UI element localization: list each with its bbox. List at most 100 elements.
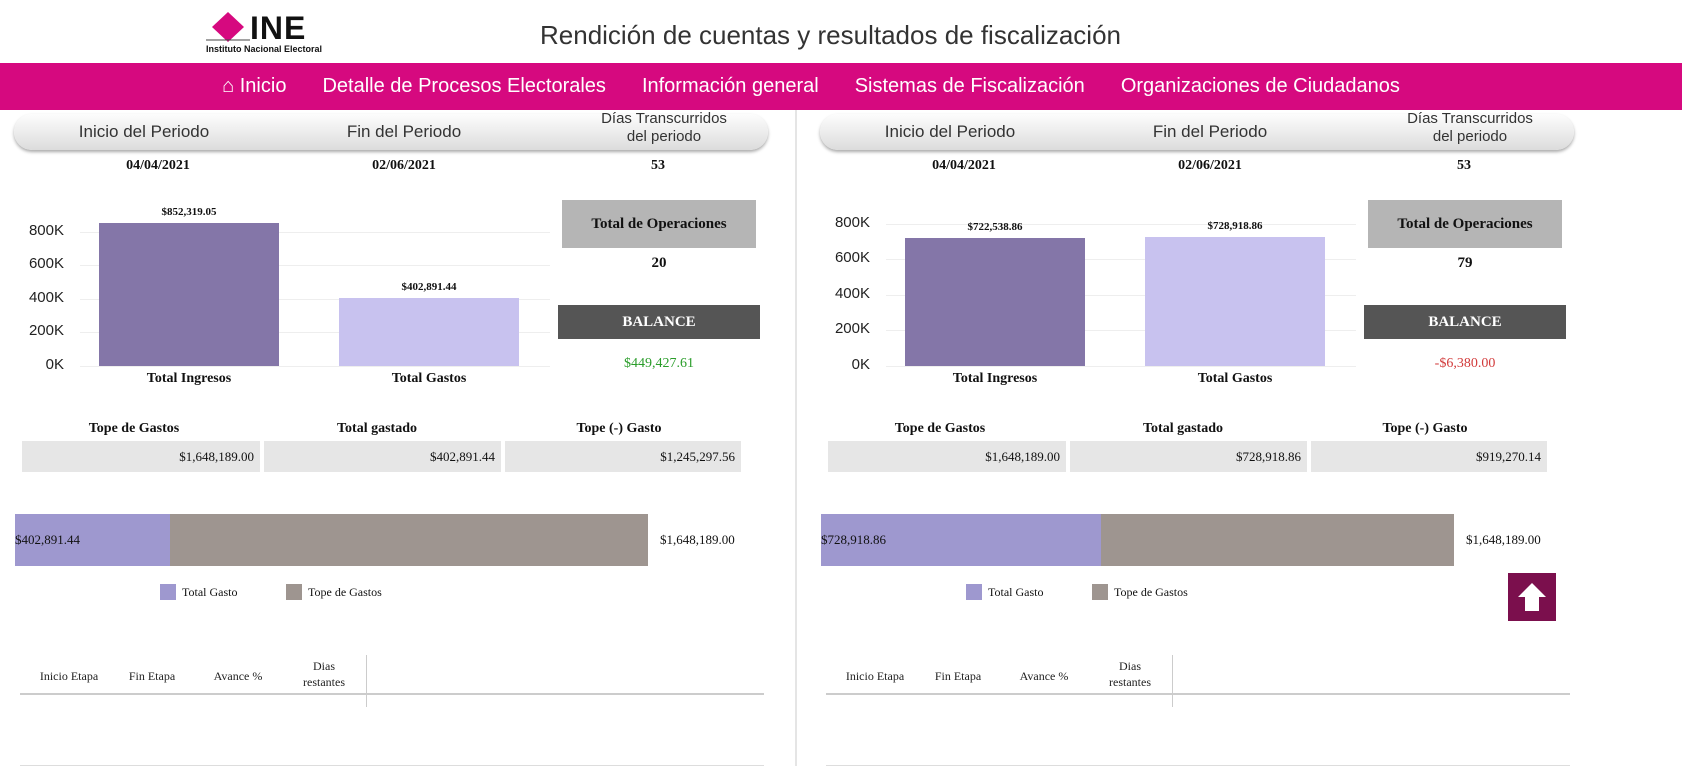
- bar-gastos[interactable]: [339, 298, 519, 366]
- ine-logo-mark-icon: [206, 12, 250, 42]
- th-dias: Dias: [1119, 659, 1141, 673]
- fin-value: 02/06/2021: [1178, 158, 1242, 173]
- th-dias: Dias: [313, 659, 335, 673]
- period-header: Inicio del Periodo Fin del Periodo Días …: [820, 110, 1574, 150]
- balance-value: -$6,380.00: [1434, 356, 1496, 371]
- total-operaciones-value: 20: [651, 255, 667, 271]
- total-gasto-bar-label: $402,891.44: [15, 532, 80, 547]
- tope-gastos-value: $1,648,189.00: [22, 441, 260, 472]
- total-gastado-label: Total gastado: [1142, 421, 1223, 436]
- total-gastado-label: Total gastado: [336, 421, 417, 436]
- total-gasto-bar-label: $728,918.86: [821, 532, 886, 547]
- tope-menos-gasto-value: $919,270.14: [1311, 441, 1547, 472]
- main-nav: ⌂ Inicio Detalle de Procesos Electorales…: [0, 63, 1682, 110]
- table-header-line: [20, 693, 764, 695]
- table-header-line: [826, 693, 1570, 695]
- bar-ingresos[interactable]: [905, 237, 1085, 366]
- label-dias-2: del periodo: [626, 128, 702, 145]
- legend-swatch: [1092, 584, 1108, 600]
- tope-gastos-bar: $728,918.86: [821, 514, 1454, 566]
- legend-total-gasto[interactable]: Total Gasto: [966, 584, 1043, 600]
- bar-data-label: $852,319.05: [161, 205, 217, 218]
- balance-value: $449,427.61: [624, 356, 694, 371]
- th-restantes: restantes: [1109, 675, 1151, 689]
- finance-panel: Inicio del Periodo Fin del Periodo Días …: [0, 110, 790, 766]
- tope-gastos-label: Tope de Gastos: [894, 421, 986, 436]
- legend-label: Total Gasto: [988, 584, 1044, 599]
- y-tick-label: 800K: [28, 221, 64, 239]
- finance-panel: Inicio del Periodo Fin del Periodo Días …: [806, 110, 1596, 766]
- logo-subtitle: Instituto Nacional Electoral: [206, 44, 323, 54]
- ingresos-gastos-chart: 0K 200K 400K 600K 800K $722,538.86 Total Ingre…: [806, 110, 1366, 400]
- tope-gastos-value: $1,648,189.00: [828, 441, 1066, 472]
- legend-tope-gastos[interactable]: Tope de Gastos: [286, 584, 382, 600]
- th-inicio-etapa: Inicio Etapa: [39, 669, 99, 683]
- label-dias-1: Días Transcurridos: [601, 110, 727, 127]
- gridline: [886, 223, 1356, 225]
- x-category-label: Total Gastos: [1197, 371, 1273, 386]
- legend-label: Tope de Gastos: [308, 584, 382, 599]
- x-category-label: Total Ingresos: [146, 371, 232, 386]
- label-inicio-periodo: Inicio del Periodo: [78, 122, 210, 141]
- period-header: Inicio del Periodo Fin del Periodo Días …: [14, 110, 768, 150]
- legend-tope-gastos[interactable]: Tope de Gastos: [1092, 584, 1188, 600]
- nav-inicio[interactable]: ⌂ Inicio: [222, 75, 286, 98]
- inicio-value: 04/04/2021: [932, 158, 996, 173]
- legend-label: Total Gasto: [182, 584, 238, 599]
- etapas-table: Inicio Etapa Fin Etapa Avance % Dias res…: [20, 655, 764, 766]
- bar-data-label: $728,918.86: [1207, 219, 1263, 232]
- label-fin-periodo: Fin del Periodo: [1152, 122, 1268, 141]
- tope-gastos-bar: $402,891.44: [15, 514, 648, 566]
- total-operaciones-value: 79: [1457, 255, 1473, 271]
- total-gastado-value: $728,918.86: [1070, 441, 1307, 472]
- ine-logo[interactable]: INE Instituto Nacional Electoral: [206, 10, 366, 58]
- tope-bar-label: $1,648,189.00: [1466, 532, 1541, 547]
- tope-menos-gasto-value: $1,245,297.56: [505, 441, 741, 472]
- th-restantes: restantes: [303, 675, 345, 689]
- legend-label: Tope de Gastos: [1114, 584, 1188, 599]
- nav-sistemas-fiscalizacion[interactable]: Sistemas de Fiscalización: [854, 75, 1085, 97]
- total-gastado-value: $402,891.44: [264, 441, 501, 472]
- tope-gastos-label: Tope de Gastos: [88, 421, 180, 436]
- y-tick-label: 200K: [834, 320, 870, 338]
- legend-swatch: [286, 584, 302, 600]
- label-dias-2: del periodo: [1432, 128, 1508, 145]
- bar-ingresos[interactable]: [99, 222, 279, 366]
- th-fin-etapa: Fin Etapa: [128, 669, 176, 683]
- y-tick-label: 400K: [28, 288, 64, 306]
- nav-informacion-general[interactable]: Información general: [641, 75, 819, 97]
- gridline: [886, 259, 1356, 261]
- bar-gastos[interactable]: [1145, 236, 1325, 366]
- x-category-label: Total Ingresos: [952, 371, 1038, 386]
- gridline: [886, 366, 1356, 367]
- gridline: [886, 330, 1356, 332]
- gridline: [80, 265, 550, 267]
- tope-menos-gasto-label: Tope (-) Gasto: [1382, 421, 1468, 436]
- total-gasto-bar: [821, 514, 1101, 566]
- balance-label: BALANCE: [558, 305, 760, 339]
- total-gasto-bar: [15, 514, 170, 566]
- fin-value: 02/06/2021: [372, 158, 436, 173]
- home-icon: ⌂: [222, 75, 235, 97]
- etapas-table: Inicio Etapa Fin Etapa Avance % Dias res…: [826, 655, 1570, 766]
- y-tick-label: 0K: [851, 356, 870, 373]
- legend-swatch: [160, 584, 176, 600]
- balance-label: BALANCE: [1364, 305, 1566, 339]
- gridline: [886, 294, 1356, 296]
- y-tick-label: 800K: [834, 213, 870, 231]
- dias-value: 53: [651, 158, 665, 173]
- y-tick-label: 200K: [28, 322, 64, 340]
- legend-total-gasto[interactable]: Total Gasto: [160, 584, 237, 600]
- scroll-to-top-button[interactable]: [1508, 573, 1556, 621]
- label-inicio-periodo: Inicio del Periodo: [884, 122, 1016, 141]
- tope-bar-label: $1,648,189.00: [660, 532, 735, 547]
- total-operaciones-label: Total de Operaciones: [562, 200, 756, 248]
- gridline: [80, 366, 550, 367]
- th-fin-etapa: Fin Etapa: [934, 669, 982, 683]
- y-tick-label: 400K: [834, 284, 870, 302]
- th-avance: Avance %: [1019, 669, 1069, 683]
- th-avance: Avance %: [213, 669, 263, 683]
- nav-detalle-procesos[interactable]: Detalle de Procesos Electorales: [322, 75, 606, 97]
- nav-organizaciones[interactable]: Organizaciones de Ciudadanos: [1120, 75, 1400, 97]
- bar-data-label: $402,891.44: [401, 281, 457, 294]
